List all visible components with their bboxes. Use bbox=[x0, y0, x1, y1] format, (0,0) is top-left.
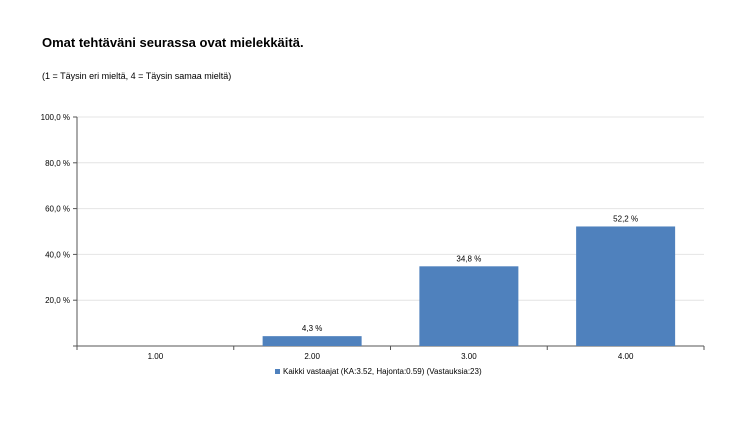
bar-value-label: 34,8 % bbox=[456, 254, 481, 263]
bar-value-label: 52,2 % bbox=[613, 214, 638, 223]
y-tick-label: 20,0 % bbox=[45, 296, 70, 305]
x-tick-label: 2.00 bbox=[304, 352, 320, 361]
x-tick-label: 4.00 bbox=[618, 352, 634, 361]
bar bbox=[419, 266, 519, 346]
chart-title: Omat tehtäväni seurassa ovat mielekkäitä… bbox=[42, 35, 304, 50]
bar-value-label: 4,3 % bbox=[302, 324, 322, 333]
bar bbox=[576, 226, 676, 346]
legend-swatch bbox=[275, 369, 280, 374]
y-tick-label: 100,0 % bbox=[41, 113, 70, 122]
bar bbox=[262, 336, 362, 346]
y-tick-label: 80,0 % bbox=[45, 159, 70, 168]
x-tick-label: 3.00 bbox=[461, 352, 477, 361]
x-tick-label: 1.00 bbox=[148, 352, 164, 361]
y-tick-label: 60,0 % bbox=[45, 205, 70, 214]
chart-subtitle: (1 = Täysin eri mieltä, 4 = Täysin samaa… bbox=[42, 71, 232, 81]
y-tick-label: 40,0 % bbox=[45, 250, 70, 259]
legend-label: Kaikki vastaajat (KA:3.52, Hajonta:0.59)… bbox=[283, 367, 482, 376]
